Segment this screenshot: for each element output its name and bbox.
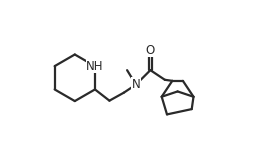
Text: NH: NH <box>86 60 104 73</box>
Text: O: O <box>146 44 155 57</box>
Text: N: N <box>132 78 140 91</box>
